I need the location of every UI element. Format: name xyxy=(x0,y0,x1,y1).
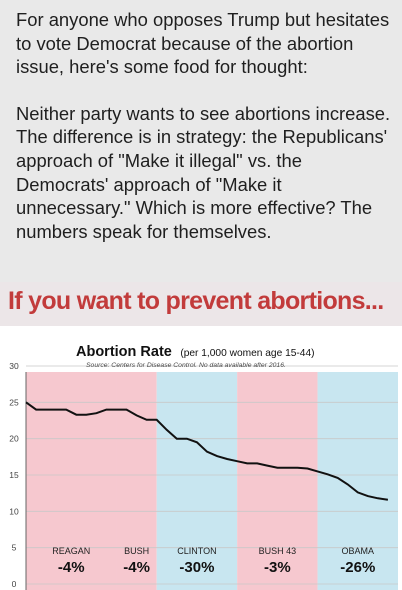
chart-source: Source: Centers for Disease Control. No … xyxy=(86,362,286,369)
presidency-change-3: -3% xyxy=(264,559,291,576)
presidency-name-3: BUSH 43 xyxy=(259,546,297,556)
presidency-band-4 xyxy=(317,372,398,590)
chart-grid xyxy=(25,365,398,590)
chart-title-line: Abortion Rate (per 1,000 women age 15-44… xyxy=(76,343,315,360)
y-tick-label-4: 20 xyxy=(9,434,19,444)
chart-title-suffix: (per 1,000 women age 15-44) xyxy=(180,348,314,359)
series-layer xyxy=(25,401,389,501)
y-axis-ticks: 0 5 10 15 20 25 30 xyxy=(9,361,19,589)
presidency-change-2: -30% xyxy=(179,559,214,576)
y-tick-label-6: 30 xyxy=(9,361,19,371)
presidency-change-4: -26% xyxy=(340,559,375,576)
presidency-name-1: BUSH xyxy=(124,546,149,556)
post-paragraph-2: Neither party wants to see abortions inc… xyxy=(16,102,391,242)
presidency-band-1 xyxy=(116,372,157,590)
y-tick-label-3: 15 xyxy=(9,470,19,480)
post-paragraph-1: For anyone who opposes Trump but hesitat… xyxy=(16,9,390,78)
presidency-bands xyxy=(26,372,398,590)
y-tick-label-0: 0 xyxy=(12,579,17,589)
abortion-rate-chart: 0 5 10 15 20 25 30 REAGAN -4% BUSH -4% CLINTON -30%… xyxy=(9,343,398,590)
presidency-band-3 xyxy=(237,372,318,590)
presidency-name-0: REAGAN xyxy=(52,546,90,556)
y-tick-label-1: 5 xyxy=(12,543,17,553)
chart-title: Abortion Rate xyxy=(76,344,172,360)
y-tick-label-2: 10 xyxy=(9,506,19,516)
presidency-band-0 xyxy=(26,372,117,590)
chart-panel: 0 5 10 15 20 25 30 REAGAN -4% BUSH -4% CLINTON -30%… xyxy=(0,326,402,590)
presidency-labels: REAGAN -4% BUSH -4% CLINTON -30% BUSH 43 -3% OBA… xyxy=(52,546,375,576)
presidency-change-0: -4% xyxy=(58,559,85,576)
banner: If you want to prevent abortions... xyxy=(0,282,402,326)
presidency-name-4: OBAMA xyxy=(342,546,375,556)
presidency-change-1: -4% xyxy=(123,559,150,576)
y-tick-label-5: 25 xyxy=(9,397,19,407)
post-text: For anyone who opposes Trump but hesitat… xyxy=(16,8,396,266)
banner-title: If you want to prevent abortions... xyxy=(8,287,384,315)
presidency-name-2: CLINTON xyxy=(177,546,216,556)
series-line-0 xyxy=(25,401,389,501)
presidency-band-2 xyxy=(156,372,238,590)
